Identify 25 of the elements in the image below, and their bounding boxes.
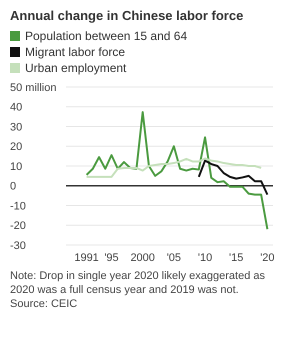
text: Note: Drop in single year 2020 likely exaggerated as 2020 was a full census year and 2019 was not. (10, 269, 266, 297)
y-tick-label: 20 (10, 141, 22, 154)
y-tick-label: 30 (10, 121, 22, 134)
legend-label: Migrant labor force (25, 45, 126, 59)
line-series (86, 157, 262, 178)
legend-label: Population between 15 and 64 (25, 29, 188, 43)
y-tick-label: 10 (10, 160, 22, 173)
x-tick-label: 1991 (74, 252, 99, 264)
x-tick-label: '05 (166, 252, 182, 264)
y-tick-label: -20 (10, 220, 26, 232)
y-tick-label: 50 million (10, 82, 56, 94)
chart-title: Annual change in Chinese labor force (9, 8, 244, 23)
y-tick-label: 0 (10, 180, 16, 193)
source-note: Source: CEIC (10, 297, 78, 311)
y-tick-label: -30 (10, 240, 26, 252)
x-tick-label: '10 (198, 252, 212, 264)
y-tick-label: -10 (10, 200, 26, 212)
x-tick-label: '15 (229, 252, 244, 264)
y-tick-label: 40 (10, 102, 22, 114)
line-series (198, 160, 268, 196)
x-tick-label: '20 (260, 252, 275, 264)
x-tick-label: 2000 (130, 252, 155, 264)
legend-label: Urban employment (25, 61, 126, 75)
line-series (86, 111, 268, 230)
x-tick-label: '95 (104, 252, 119, 264)
